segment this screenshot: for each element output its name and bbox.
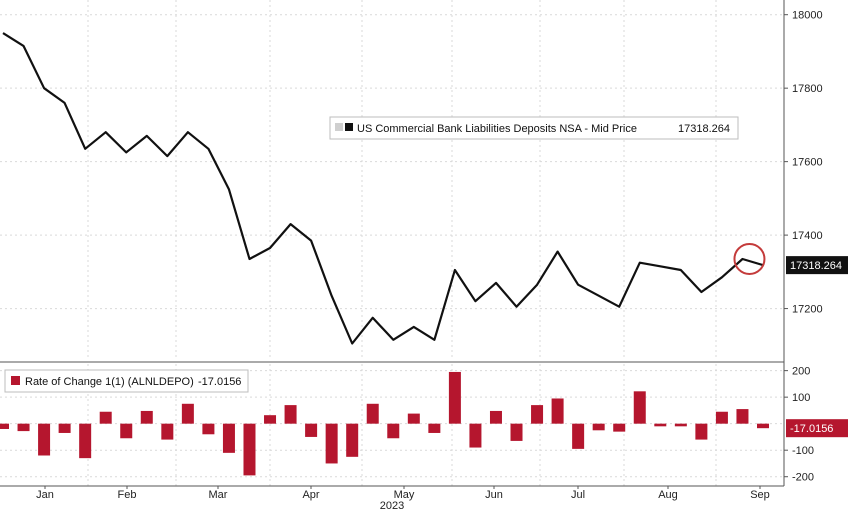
last-value-tag-line-text: 17318.264: [790, 260, 842, 272]
rate-of-change-bar: [202, 423, 215, 435]
last-value-tag-line: [786, 256, 848, 275]
rate-of-change-bar: [531, 405, 544, 424]
last-value-tag-bars: [786, 419, 848, 438]
top-y-tick-label: 17400: [792, 230, 823, 242]
rate-of-change-bar: [140, 410, 153, 424]
rate-of-change-bar: [654, 423, 667, 427]
bottom-y-tick-label: -100: [792, 445, 814, 457]
bottom-y-tick-label: -200: [792, 472, 814, 484]
top-legend-swatch: [345, 123, 353, 131]
x-tick-label: May: [394, 489, 415, 501]
rate-of-change-bar: [448, 371, 461, 424]
rate-of-change-bar: [633, 391, 646, 424]
bottom-legend-swatch: [11, 376, 20, 385]
bottom-y-tick-label: 200: [792, 366, 810, 378]
top-y-tick-label: 17800: [792, 83, 823, 95]
rate-of-change-bar: [0, 423, 9, 429]
top-legend-swatch-ghost: [335, 123, 343, 131]
top-y-tick-label: 18000: [792, 10, 823, 22]
top-legend-label: US Commercial Bank Liabilities Deposits …: [357, 123, 637, 135]
bottom-legend-label: Rate of Change 1(1) (ALNLDEPO): [25, 376, 194, 388]
x-tick-label: Jan: [36, 489, 54, 501]
highlight-circle: [733, 242, 766, 275]
top-y-tick-label: 17600: [792, 157, 823, 169]
rate-of-change-bar: [17, 423, 30, 432]
rate-of-change-bar: [736, 409, 749, 424]
rate-of-change-bar: [407, 413, 420, 424]
rate-of-change-bar: [510, 423, 523, 441]
rate-of-change-bar: [284, 405, 297, 424]
rate-of-change-bar: [428, 423, 441, 433]
deposits-line-series: [2, 32, 766, 345]
x-tick-label: Jun: [485, 489, 503, 501]
bottom-legend-value: -17.0156: [198, 376, 241, 388]
x-tick-label: Jul: [571, 489, 585, 501]
rate-of-change-bar: [243, 423, 256, 476]
rate-of-change-bar: [366, 403, 379, 424]
rate-of-change-bar: [222, 423, 235, 453]
top-panel-grid: [0, 0, 784, 360]
rate-of-change-bar: [181, 403, 194, 424]
top-legend-value: 17318.264: [678, 123, 730, 135]
top-y-tick-label: 17200: [792, 304, 823, 316]
rate-of-change-bar: [613, 423, 626, 432]
rate-of-change-bar: [489, 410, 502, 424]
rate-of-change-bar: [79, 423, 92, 459]
rate-of-change-bar: [695, 423, 708, 440]
x-tick-label: Sep: [750, 489, 770, 501]
rate-of-change-bar: [592, 423, 605, 431]
x-tick-label: Apr: [302, 489, 319, 501]
rate-of-change-bar: [757, 423, 769, 429]
rate-of-change-bar: [715, 411, 728, 424]
x-tick-label: Feb: [118, 489, 137, 501]
rate-of-change-bar: [346, 423, 359, 457]
rate-of-change-bar: [305, 423, 318, 437]
x-axis-year-label: 2023: [380, 500, 404, 512]
top-legend-box: [329, 116, 739, 140]
deposits-line: [2, 32, 764, 345]
rate-of-change-bar: [58, 423, 71, 433]
rate-of-change-bar: [120, 423, 133, 439]
rate-of-change-bar: [38, 423, 51, 456]
legends: US Commercial Bank Liabilities Deposits …: [4, 116, 739, 393]
rate-of-change-bar: [161, 423, 174, 440]
rate-of-change-bar: [387, 423, 400, 439]
x-tick-label: Mar: [209, 489, 228, 501]
last-value-tag-bars-text: -17.0156: [790, 423, 833, 435]
rate-of-change-bar: [674, 423, 687, 427]
rate-of-change-bars: [0, 371, 769, 476]
rate-of-change-bar: [325, 423, 338, 464]
rate-of-change-bar: [264, 415, 277, 424]
rate-of-change-bar: [99, 411, 112, 424]
bottom-legend-box: [4, 369, 249, 393]
bottom-y-tick-label: 100: [792, 392, 810, 404]
rate-of-change-bar: [551, 398, 564, 424]
x-tick-label: Aug: [658, 489, 678, 501]
rate-of-change-bar: [469, 423, 482, 448]
rate-of-change-bar: [572, 423, 585, 449]
